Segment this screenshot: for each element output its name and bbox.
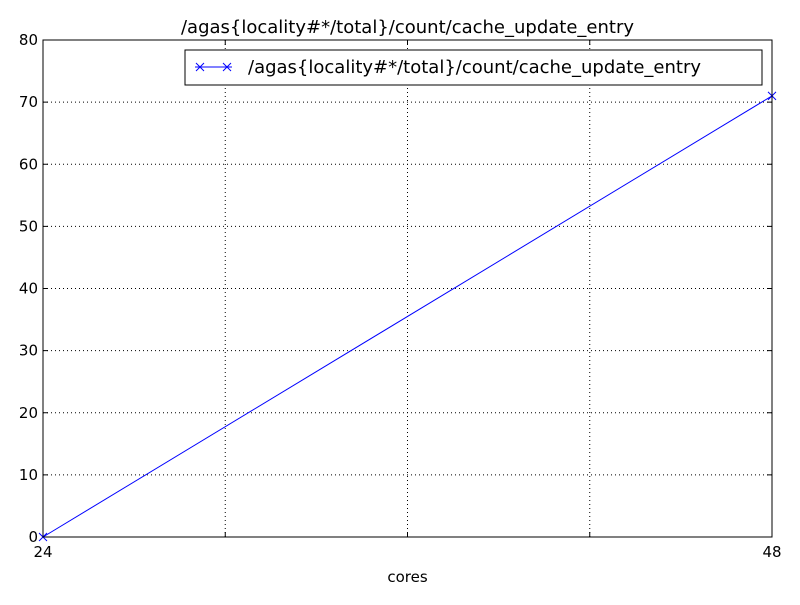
y-tick-label: 60 bbox=[19, 155, 38, 173]
marker-stroke bbox=[195, 62, 205, 72]
y-tick-label: 40 bbox=[19, 280, 38, 298]
axis-ticks: 24 48 0 10 20 30 40 50 60 70 80 bbox=[19, 31, 782, 561]
legend-marker-swatches bbox=[195, 62, 232, 72]
x-tick-label: 48 bbox=[762, 543, 781, 561]
y-tick-label: 0 bbox=[28, 528, 38, 546]
x-tick-label: 24 bbox=[33, 543, 52, 561]
legend: /agas{locality#*/total}/count/cache_upda… bbox=[184, 49, 763, 86]
y-tick-label: 30 bbox=[19, 342, 38, 360]
legend-box bbox=[184, 49, 763, 86]
y-tick-label: 70 bbox=[19, 93, 38, 111]
x-axis-label: cores bbox=[387, 568, 427, 586]
y-tick-label: 20 bbox=[19, 404, 38, 422]
legend-marker bbox=[195, 62, 205, 72]
y-tick-label: 80 bbox=[19, 31, 38, 49]
legend-label: /agas{locality#*/total}/count/cache_upda… bbox=[248, 57, 701, 78]
legend-marker bbox=[222, 62, 232, 72]
marker-stroke bbox=[222, 62, 232, 72]
chart-title: /agas{locality#*/total}/count/cache_upda… bbox=[181, 17, 634, 38]
y-tick-label: 50 bbox=[19, 217, 38, 235]
y-tick-label: 10 bbox=[19, 466, 38, 484]
series-line bbox=[42, 95, 773, 538]
